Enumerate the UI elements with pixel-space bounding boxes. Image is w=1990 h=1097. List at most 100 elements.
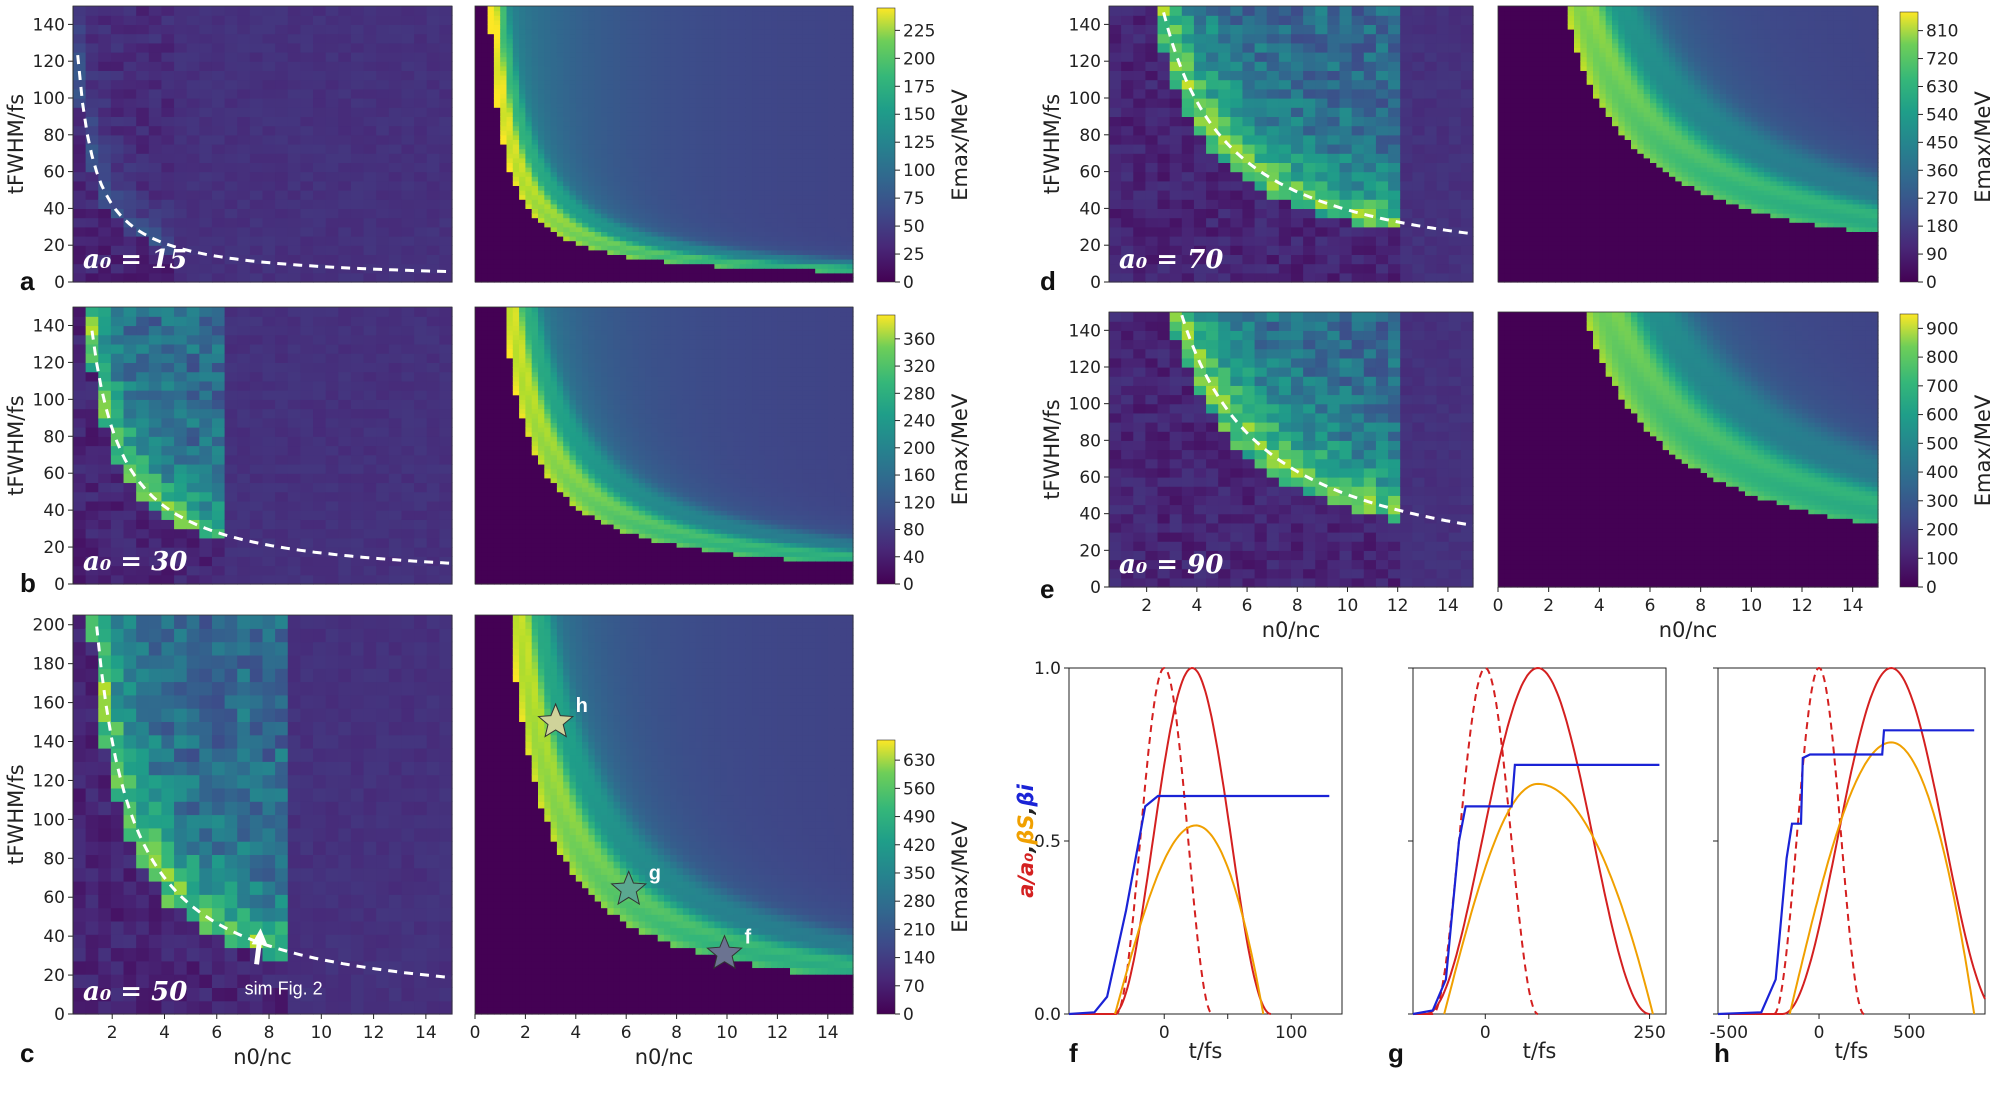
heatmap-cell: [626, 249, 634, 255]
heatmap-cell: [575, 98, 583, 104]
heatmap-cell: [569, 111, 577, 117]
heatmap-cell: [275, 190, 289, 200]
heatmap-cell: [790, 102, 797, 108]
heatmap-cell: [582, 107, 589, 113]
heatmap-cell: [682, 75, 690, 81]
heatmap-cell: [764, 116, 772, 122]
heatmap-cell: [783, 254, 791, 260]
heatmap-cell: [815, 171, 823, 177]
heatmap-cell: [174, 208, 188, 219]
heatmap-cell: [739, 254, 747, 260]
heatmap-cell: [758, 107, 766, 113]
heatmap-cell: [802, 213, 810, 219]
heatmap-cell: [796, 180, 804, 186]
heatmap-cell: [110, 245, 125, 255]
heatmap-cell: [727, 268, 734, 274]
heatmap-cell: [594, 144, 602, 150]
heatmap-cell: [237, 52, 251, 62]
heatmap-cell: [544, 153, 552, 159]
heatmap-cell: [638, 93, 646, 99]
heatmap-cell: [123, 180, 137, 191]
heatmap-cell: [300, 190, 314, 200]
heatmap-cell: [325, 217, 339, 228]
heatmap-cell: [701, 116, 709, 122]
heatmap-cell: [249, 153, 264, 163]
heatmap-cell: [414, 190, 428, 200]
heatmap-cell: [500, 180, 508, 186]
heatmap-cell: [506, 217, 514, 223]
heatmap-cell: [657, 47, 665, 53]
colorbar-label: Emax/MeV: [948, 89, 972, 201]
heatmap-cell: [727, 107, 734, 113]
heatmap-cell: [85, 107, 99, 117]
heatmap-cell: [651, 61, 659, 67]
heatmap-cell: [607, 6, 615, 12]
heatmap-cell: [821, 157, 829, 163]
heatmap-cell: [500, 47, 508, 53]
heatmap-cell: [613, 277, 621, 283]
heatmap-cell: [626, 268, 634, 274]
heatmap-cell: [73, 547, 87, 557]
heatmap-cell: [607, 88, 615, 94]
heatmap-cell: [594, 61, 602, 67]
heatmap-cell: [790, 98, 797, 104]
heatmap-cell: [588, 130, 596, 136]
heatmap-cell: [796, 171, 804, 177]
heatmap-cell: [632, 130, 640, 136]
heatmap-cell: [401, 42, 415, 53]
heatmap-cell: [714, 52, 722, 58]
heatmap-cell: [186, 245, 200, 255]
heatmap-cell: [714, 61, 722, 67]
heatmap-cell: [682, 167, 690, 173]
heatmap-cell: [538, 144, 545, 150]
heatmap-cell: [802, 111, 810, 117]
heatmap-cell: [827, 88, 835, 94]
heatmap-cell: [783, 268, 791, 274]
heatmap-cell: [733, 148, 741, 154]
heatmap-cell: [556, 79, 564, 85]
colorbar-tick-label: 200: [903, 49, 935, 69]
heatmap-cell: [607, 199, 615, 205]
heatmap-cell: [376, 180, 390, 191]
heatmap-cell: [123, 528, 137, 539]
heatmap-cell: [752, 277, 760, 283]
heatmap-cell: [563, 268, 571, 274]
heatmap-cell: [752, 190, 760, 196]
heatmap-cell: [237, 272, 251, 283]
heatmap-cell: [136, 574, 150, 585]
heatmap-cell: [569, 199, 577, 205]
heatmap-cell: [136, 445, 150, 456]
heatmap-cell: [531, 263, 539, 269]
heatmap-cell: [670, 231, 678, 237]
heatmap-cell: [701, 259, 709, 265]
heatmap-cell: [771, 121, 778, 127]
heatmap-cell: [808, 203, 816, 209]
heatmap-cell: [500, 240, 508, 246]
heatmap-cell: [73, 116, 87, 127]
heatmap-cell: [758, 171, 766, 177]
heatmap-cell: [727, 249, 734, 255]
heatmap-cell: [695, 19, 703, 25]
heatmap-cell: [720, 245, 728, 251]
heatmap-cell: [840, 213, 848, 219]
heatmap-cell: [670, 19, 678, 25]
heatmap-cell: [727, 70, 734, 76]
heatmap-cell: [582, 10, 589, 16]
heatmap-cell: [834, 231, 841, 237]
heatmap-cell: [475, 88, 482, 94]
heatmap-cell: [626, 167, 634, 173]
heatmap-cell: [544, 24, 552, 30]
heatmap-cell: [827, 47, 835, 53]
heatmap-cell: [695, 61, 703, 67]
heatmap-cell: [651, 15, 659, 21]
heatmap-cell: [714, 139, 722, 145]
heatmap-cell: [808, 153, 816, 159]
heatmap-cell: [199, 226, 213, 237]
heatmap-cell: [148, 408, 163, 419]
heatmap-cell: [834, 245, 841, 251]
heatmap-cell: [796, 190, 804, 196]
heatmap-cell: [802, 199, 810, 205]
heatmap-cell: [487, 268, 495, 274]
heatmap-cell: [846, 33, 854, 39]
